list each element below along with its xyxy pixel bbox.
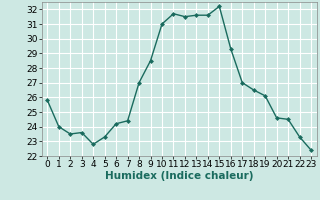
X-axis label: Humidex (Indice chaleur): Humidex (Indice chaleur) <box>105 171 253 181</box>
